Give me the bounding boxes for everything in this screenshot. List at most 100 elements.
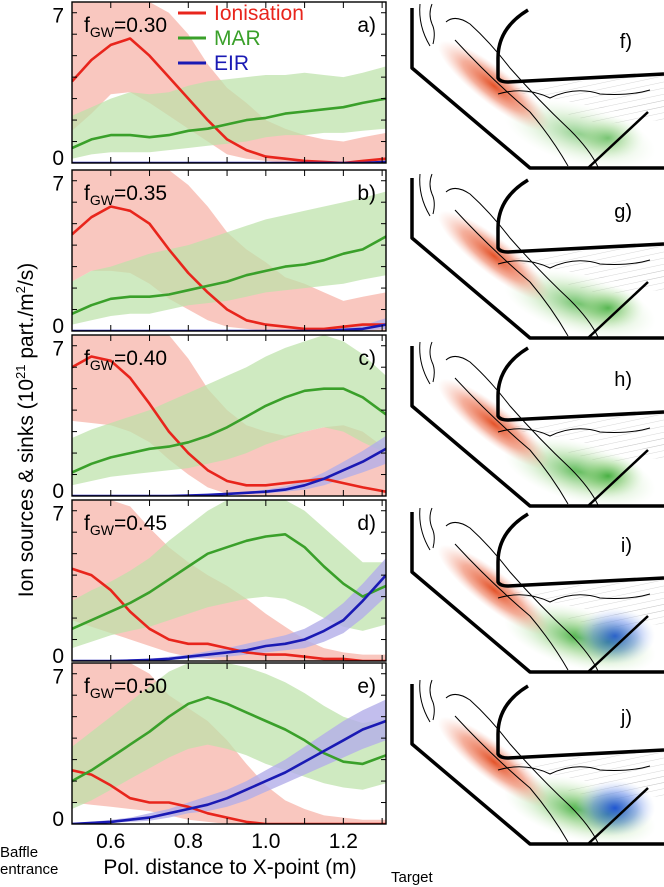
y-tick-label: 7	[52, 666, 64, 689]
point-eir	[168, 812, 170, 814]
point-ionisation	[284, 326, 286, 328]
point-ionisation	[90, 574, 92, 576]
point-ionisation	[362, 160, 364, 162]
baffle-entrance-label: Baffle	[0, 844, 38, 861]
legend-label-ionisation: Ionisation	[214, 2, 304, 25]
flux-line	[429, 507, 435, 549]
baffle-wall	[496, 346, 664, 422]
point-ionisation	[207, 812, 209, 814]
point-ionisation	[110, 205, 112, 208]
point-mar	[90, 769, 92, 771]
point-ionisation	[265, 156, 267, 158]
point-mar	[304, 390, 306, 392]
point-ionisation	[187, 806, 189, 808]
point-ionisation	[265, 654, 267, 656]
image-letter: j)	[620, 707, 632, 729]
legend-label-eir: EIR	[214, 52, 249, 75]
point-eir	[245, 789, 247, 791]
point-ionisation	[187, 98, 189, 100]
point-ionisation	[265, 324, 267, 326]
y-axis-label: Ion sources & sinks (1021 part./m2/s)	[13, 263, 38, 597]
point-ionisation	[90, 59, 92, 61]
point-mar	[187, 130, 189, 132]
point-ionisation	[90, 355, 92, 358]
point-mar	[148, 136, 151, 138]
point-ionisation	[226, 647, 228, 649]
point-mar	[304, 110, 306, 113]
chart-panel-c: 7 0 fGW=0.40 c)	[52, 334, 387, 503]
image-letter: f)	[620, 31, 632, 53]
flux-line	[497, 89, 651, 99]
point-eir	[342, 739, 344, 741]
panel-letter: d)	[357, 512, 376, 535]
point-mar	[362, 596, 364, 598]
point-mar	[265, 535, 267, 538]
field-lines-hatch	[500, 72, 664, 112]
point-mar	[168, 293, 170, 296]
point-mar	[265, 720, 267, 722]
point-ionisation	[187, 272, 189, 274]
ionisation-emission	[437, 40, 551, 132]
point-mar	[265, 117, 267, 119]
point-eir	[207, 804, 209, 806]
point-eir	[265, 780, 267, 782]
flux-line	[454, 543, 569, 671]
point-mar	[129, 744, 131, 746]
point-mar	[284, 266, 286, 268]
plot-frame	[71, 662, 387, 825]
point-ionisation	[148, 628, 151, 630]
point-mar	[245, 540, 247, 542]
point-mar	[284, 113, 286, 115]
point-mar	[148, 731, 151, 733]
point-mar	[342, 583, 344, 585]
target-plate	[587, 787, 649, 845]
plot-frame	[71, 1, 387, 164]
band-mar-b	[72, 191, 386, 325]
chart-panel-a: 7 0 fGW=0.30 a)	[52, 1, 387, 170]
point-ionisation	[245, 484, 247, 486]
chart-panel-b: 7 0 fGW=0.35 b)	[52, 169, 387, 338]
point-mar	[90, 619, 92, 621]
field-lines-hatch	[500, 242, 664, 282]
point-mar	[362, 763, 364, 765]
point-ionisation	[90, 216, 92, 218]
point-ionisation	[129, 797, 131, 799]
point-mar	[284, 533, 286, 535]
separatrix	[445, 188, 599, 338]
point-ionisation	[362, 324, 364, 326]
point-eir	[90, 822, 92, 824]
point-ionisation	[245, 319, 247, 321]
divertor-image-g: g)	[410, 173, 664, 340]
target-label: Target	[391, 869, 434, 886]
point-mar	[323, 259, 325, 261]
point-mar	[342, 106, 344, 108]
plot-frame	[71, 499, 387, 662]
point-ionisation	[362, 486, 364, 488]
band-mar-a	[72, 66, 386, 159]
flux-line	[454, 377, 569, 505]
point-mar	[168, 716, 170, 718]
point-mar	[129, 602, 131, 604]
point-eir	[226, 651, 228, 654]
band-eir-e	[72, 699, 386, 824]
point-ionisation	[129, 377, 131, 379]
flux-line	[429, 341, 435, 383]
flux-line	[429, 173, 435, 215]
separatrix	[445, 18, 599, 168]
point-mar	[226, 426, 228, 428]
y-tick-label: 0	[52, 808, 64, 831]
point-mar	[148, 296, 151, 298]
flux-line	[497, 259, 651, 269]
point-eir	[265, 645, 267, 647]
outer-wall	[410, 684, 664, 846]
fgw-label: fGW=0.35	[84, 182, 167, 208]
point-mar	[226, 703, 228, 705]
point-mar	[342, 388, 344, 390]
point-eir	[168, 658, 170, 660]
panel-letter: c)	[359, 347, 377, 370]
point-mar	[226, 546, 228, 548]
point-ionisation	[207, 291, 209, 293]
divertor-image-f: f)	[410, 3, 664, 170]
point-ionisation	[342, 482, 344, 484]
